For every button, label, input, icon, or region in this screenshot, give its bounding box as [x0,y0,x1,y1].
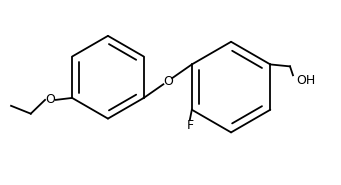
Text: F: F [186,119,193,132]
Text: O: O [163,75,173,88]
Text: OH: OH [296,74,315,87]
Text: O: O [45,93,55,106]
